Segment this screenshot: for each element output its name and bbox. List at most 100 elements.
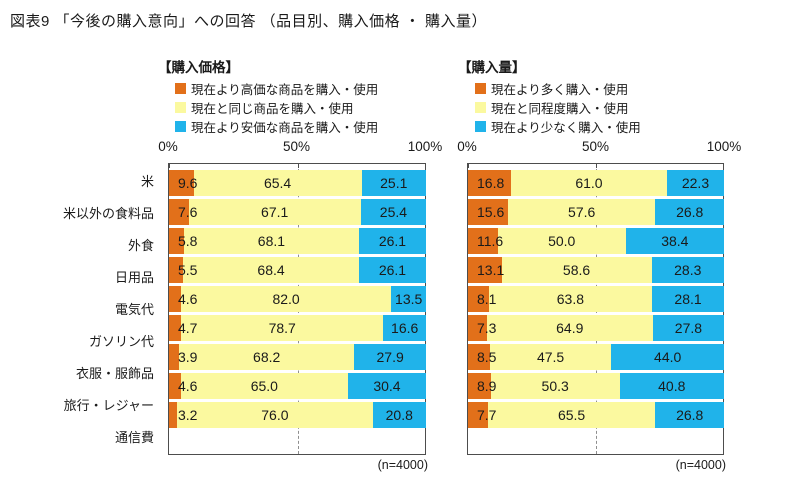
bar-row: 8.5 47.5 44.0 <box>468 344 724 370</box>
bar-row: 11.6 50.0 38.4 <box>468 228 724 254</box>
legend-item-label: 現在より安価な商品を購入・使用 <box>191 121 379 135</box>
category-label: 衣服・服飾品 <box>75 366 154 381</box>
bar-segment: 7.6 <box>169 199 197 225</box>
legend-item: 現在より少なく購入・使用 <box>475 117 641 136</box>
bar-value-label: 22.3 <box>681 175 710 191</box>
bar-segment: 28.3 <box>651 257 724 283</box>
bar-segment: 20.8 <box>372 402 426 428</box>
legend-item: 現在より安価な商品を購入・使用 <box>175 117 378 136</box>
bar-value-label: 28.3 <box>674 262 702 278</box>
bar-segment: 50.0 <box>497 228 626 254</box>
axis-tick <box>723 164 724 168</box>
value-axis-quantity: 0% 50% 100% <box>457 139 741 157</box>
legend-purchase-quantity: 【購入量】 現在より多く購入・使用 現在と同程度購入・使用 現在より少なく購入・… <box>458 56 641 136</box>
legend-swatch-yellow-icon <box>475 102 486 113</box>
bar-row: 13.1 58.6 28.3 <box>468 257 724 283</box>
bar-segment: 67.1 <box>188 199 361 225</box>
bar-value-label: 50.3 <box>541 378 569 394</box>
bar-row: 15.6 57.6 26.8 <box>468 199 724 225</box>
legend-item-label: 現在より多く購入・使用 <box>491 83 629 97</box>
bar-row: 4.6 65.0 30.4 <box>169 373 426 399</box>
bar-segment: 82.0 <box>180 286 392 312</box>
category-label: 米 <box>140 174 154 189</box>
bar-segment: 4.6 <box>169 373 197 399</box>
bar-row: 7.7 65.5 26.8 <box>468 402 725 428</box>
bar-value-label: 26.1 <box>378 262 407 278</box>
bar-value-label: 28.1 <box>674 291 702 307</box>
bar-segment: 47.5 <box>489 344 612 370</box>
category-label: 旅行・レジャー <box>63 398 154 413</box>
bar-value-label: 5.5 <box>178 262 198 278</box>
bar-segment: 11.6 <box>468 228 503 254</box>
bar-value-label: 25.1 <box>380 175 408 191</box>
bar-value-label: 38.4 <box>661 233 689 249</box>
bar-value-label: 16.6 <box>391 320 419 336</box>
bar-value-label: 4.7 <box>178 320 198 336</box>
bar-segment: 16.6 <box>383 315 426 341</box>
bar-value-label: 64.9 <box>556 320 584 336</box>
bar-segment: 68.2 <box>179 344 355 370</box>
bar-value-label: 61.0 <box>575 175 603 191</box>
bar-segment: 8.9 <box>468 373 496 399</box>
bar-segment: 13.1 <box>468 257 504 283</box>
bar-segment: 40.8 <box>619 373 724 399</box>
bar-segment: 5.5 <box>169 257 197 283</box>
bar-segment: 26.8 <box>655 199 724 225</box>
bar-value-label: 63.8 <box>556 291 585 307</box>
bar-value-label: 65.4 <box>263 175 292 191</box>
bar-value-label: 20.8 <box>385 407 413 423</box>
bar-value-label: 5.8 <box>178 233 198 249</box>
bar-value-label: 68.1 <box>257 233 286 249</box>
sample-size-label: (n=4000) <box>377 458 428 472</box>
bar-segment: 65.4 <box>193 170 362 196</box>
figure-title: 図表9 「今後の購入意向」への回答 （品目別、購入価格 ・ 購入量） <box>10 13 488 30</box>
legend-swatch-orange-icon <box>175 83 186 94</box>
axis-tick <box>169 164 170 168</box>
legend-swatch-blue-icon <box>475 121 486 132</box>
bar-value-label: 26.1 <box>378 233 407 249</box>
bar-value-label: 3.2 <box>178 407 198 423</box>
legend-swatch-blue-icon <box>175 121 186 132</box>
chart-plot-purchase-price: 9.6 65.4 25.1 7.6 67.1 25.4 5.8 68.1 26.1 5.5 68.4… <box>168 163 427 455</box>
bar-value-label: 8.1 <box>477 291 497 307</box>
bar-segment: 5.8 <box>169 228 197 254</box>
bar-value-label: 3.9 <box>178 349 198 365</box>
bar-value-label: 65.0 <box>250 378 278 394</box>
axis-tick-label: 0% <box>158 139 178 154</box>
bar-value-label: 50.0 <box>548 233 576 249</box>
axis-tick-label: 100% <box>407 139 443 154</box>
bar-row: 9.6 65.4 25.1 <box>169 170 426 196</box>
category-label: 外食 <box>127 238 154 253</box>
bar-value-label: 15.6 <box>477 204 505 220</box>
bar-value-label: 4.6 <box>178 291 198 307</box>
category-label: 電気代 <box>114 302 154 317</box>
bar-segment: 25.1 <box>361 170 426 196</box>
sample-size-label: (n=4000) <box>675 458 726 472</box>
bar-row: 16.8 61.0 22.3 <box>468 170 724 196</box>
bar-segment: 27.8 <box>652 315 724 341</box>
axis-tick <box>297 164 299 168</box>
value-axis-price: 0% 50% 100% <box>158 139 442 157</box>
bar-segment: 57.6 <box>507 199 656 225</box>
bar-value-label: 16.8 <box>477 175 505 191</box>
bar-segment: 68.4 <box>183 257 359 283</box>
bar-segment: 65.0 <box>180 373 348 399</box>
bar-segment: 4.6 <box>169 286 197 312</box>
bar-segment: 38.4 <box>625 228 724 254</box>
bar-segment: 4.7 <box>169 315 197 341</box>
legend-swatch-yellow-icon <box>175 102 186 113</box>
bar-segment: 13.5 <box>391 286 426 312</box>
bar-value-label: 57.6 <box>568 204 596 220</box>
legend-item-label: 現在より少なく購入・使用 <box>491 121 641 135</box>
bar-row: 4.7 78.7 16.6 <box>169 315 426 341</box>
bar-value-label: 8.5 <box>477 349 497 365</box>
bar-segment: 7.3 <box>468 315 496 341</box>
bar-value-label: 7.7 <box>477 407 497 423</box>
bar-value-label: 65.5 <box>557 407 586 423</box>
bar-segment: 8.5 <box>468 344 496 370</box>
bar-row: 7.3 64.9 27.8 <box>468 315 724 341</box>
bar-value-label: 68.4 <box>257 262 285 278</box>
bar-value-label: 11.6 <box>477 233 504 249</box>
bar-segment: 26.1 <box>358 257 426 283</box>
